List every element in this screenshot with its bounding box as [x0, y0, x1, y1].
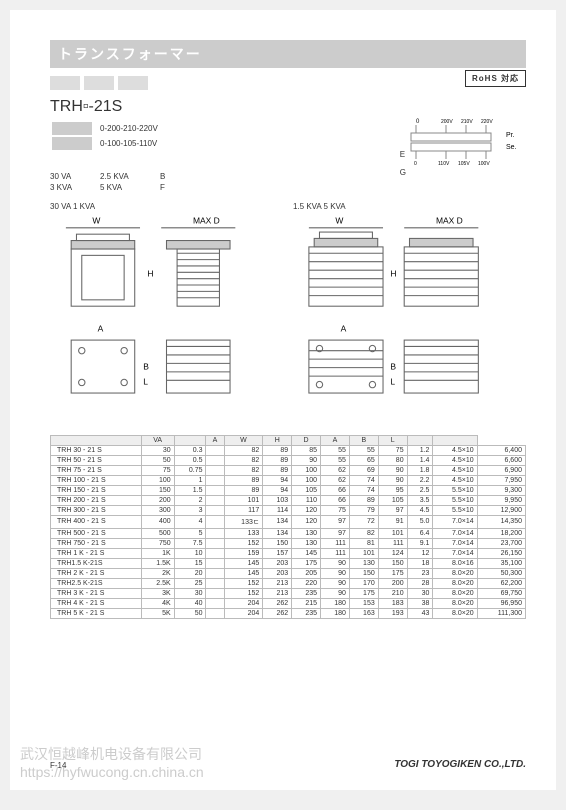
svg-text:MAX D: MAX D	[436, 216, 463, 226]
table-row: TRH 1 K - 21 S1K10159157145111101124127.…	[51, 548, 526, 558]
svg-text:W: W	[335, 216, 343, 226]
svg-text:100V: 100V	[478, 161, 490, 165]
svg-text:0: 0	[416, 119, 420, 125]
dimension-diagrams: 30 VA 1 KVA WMAX D H A BL	[50, 202, 526, 427]
wiring-schematic: 0 200V 210V 220V 0 110V 105V 100V Pr. Se.	[386, 115, 526, 167]
table-row: TRH 500 - 21 S500513313413097821016.47.0…	[51, 528, 526, 538]
table-row: TRH 5 K - 21 S5K50204262235180163193438.…	[51, 608, 526, 618]
diag-label-left: 30 VA 1 KVA	[50, 202, 283, 211]
col-header: A	[321, 435, 350, 445]
tag	[118, 76, 148, 90]
svg-text:L: L	[143, 377, 148, 387]
svg-text:105V: 105V	[458, 161, 470, 165]
col-header	[174, 435, 206, 445]
table-row: TRH 4 K - 21 S4K40204262215180153183388.…	[51, 598, 526, 608]
table-row: TRH 50 - 21 S500.58289905565801.44.5×106…	[51, 455, 526, 465]
tag	[84, 76, 114, 90]
svg-text:L: L	[390, 377, 395, 387]
tag	[50, 76, 80, 90]
page: トランスフォーマー RoHS 対応 TRH▫-21S 0-200-210-220…	[10, 10, 556, 790]
col-header	[433, 435, 477, 445]
table-row: TRH 300 - 21 S30031171141207579974.55.5×…	[51, 505, 526, 515]
rating-g: G	[400, 168, 406, 177]
col-header: VA	[141, 435, 174, 445]
svg-text:H: H	[390, 269, 396, 279]
logo: TOGI	[394, 759, 418, 770]
col-header: W	[224, 435, 263, 445]
col-header: H	[263, 435, 292, 445]
col-header: D	[292, 435, 321, 445]
watermark: 武汉恒越峰机电设备有限公司 https://hyfwucong.cn.china…	[20, 744, 204, 780]
category-tags	[50, 76, 526, 90]
svg-text:200V: 200V	[441, 119, 453, 125]
table-row: TRH 400 - 21 S4004133ㄷ1341209772915.07.0…	[51, 515, 526, 528]
primary-voltage: 0-200-210-220V	[94, 122, 164, 135]
secondary-voltage: 0-100-105-110V	[94, 137, 164, 150]
table-row: TRH1.5 K-21S1.5K1514520317590130150188.0…	[51, 558, 526, 568]
table-row: TRH 750 - 21 S7507.5152150130111811119.1…	[51, 538, 526, 548]
table-row: TRH 200 - 21 S200210110311066891053.55.5…	[51, 495, 526, 505]
rating-e: E	[400, 150, 405, 159]
svg-text:110V: 110V	[438, 161, 450, 165]
svg-text:W: W	[92, 216, 100, 226]
rohs-badge: RoHS 対応	[465, 70, 526, 87]
diag-label-right: 1.5 KVA 5 KVA	[293, 202, 526, 211]
svg-text:H: H	[147, 269, 153, 279]
model-number: TRH▫-21S	[50, 98, 526, 116]
svg-text:MAX D: MAX D	[193, 216, 220, 226]
svg-text:210V: 210V	[461, 119, 473, 125]
table-row: TRH 100 - 21 S100189941006274902.24.5×10…	[51, 475, 526, 485]
svg-text:Pr.: Pr.	[506, 132, 515, 139]
svg-text:A: A	[341, 324, 347, 334]
company: TOYOGIKEN CO.,LTD.	[421, 759, 526, 770]
spec-table: VAAWHDABL TRH 30 - 21 S300.3828985555575…	[50, 435, 526, 619]
table-row: TRH 150 - 21 S1501.589941056674952.55.5×…	[51, 485, 526, 495]
diagram-large: W MAX D H A BL	[293, 213, 526, 425]
diagram-small: W MAX D H A BL	[50, 213, 283, 425]
col-header	[51, 435, 142, 445]
col-header: L	[378, 435, 407, 445]
svg-text:B: B	[390, 362, 396, 372]
col-header: A	[206, 435, 224, 445]
col-header	[407, 435, 433, 445]
table-row: TRH 75 - 21 S750.7582891006269901.84.5×1…	[51, 465, 526, 475]
table-row: TRH2.5 K-21S2.5K2515221322090170200288.0…	[51, 578, 526, 588]
table-row: TRH 3 K - 21 S3K3015221323590175210308.0…	[51, 588, 526, 598]
svg-text:A: A	[98, 324, 104, 334]
col-header: B	[349, 435, 378, 445]
voltage-table: 0-200-210-220V 0-100-105-110V	[50, 120, 166, 152]
table-row: TRH 2 K - 21 S2K2014520320590150175238.0…	[51, 568, 526, 578]
svg-text:220V: 220V	[481, 119, 493, 125]
table-row: TRH 30 - 21 S300.38289855555751.24.5×106…	[51, 445, 526, 455]
svg-text:B: B	[143, 362, 149, 372]
svg-text:Se.: Se.	[506, 144, 517, 151]
rating-grid: 30 VA2.5 KVAB 3 KVA5 KVAF	[50, 172, 526, 192]
svg-text:0: 0	[414, 161, 417, 165]
page-title: トランスフォーマー	[50, 40, 526, 68]
